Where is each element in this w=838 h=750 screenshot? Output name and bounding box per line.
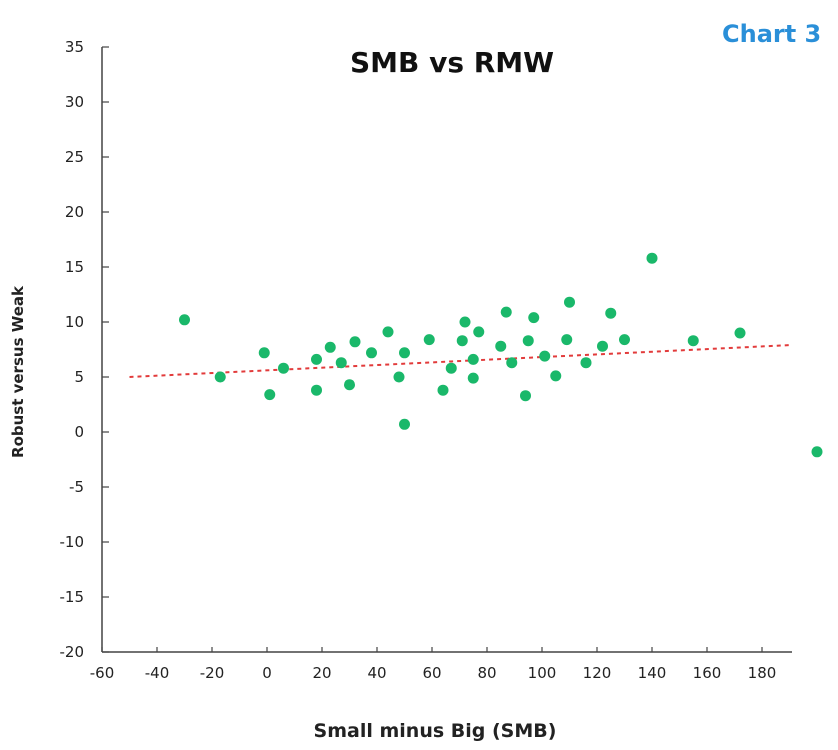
x-tick-label: 140 <box>638 664 667 682</box>
data-point <box>459 316 471 328</box>
y-tick-label: 30 <box>65 93 84 111</box>
data-point <box>393 371 405 383</box>
data-point <box>597 340 608 352</box>
data-point <box>619 334 630 346</box>
data-point <box>456 335 468 347</box>
x-tick-label: 180 <box>748 664 777 682</box>
x-tick-label: 20 <box>312 664 331 682</box>
data-point <box>467 353 479 365</box>
data-point <box>811 446 823 458</box>
y-tick-label: -10 <box>60 533 85 551</box>
y-tick-label: -20 <box>60 643 85 661</box>
y-tick-label: 5 <box>74 368 84 386</box>
y-tick-label: 10 <box>65 313 84 331</box>
x-tick-label: 0 <box>262 664 272 682</box>
data-point <box>264 389 276 401</box>
axes: -20 -15 -10 -5 0 5 10 15 20 25 30 35 -60 -40 -20 0 20 40 6… <box>60 38 792 682</box>
data-point <box>437 384 449 396</box>
data-point <box>258 347 270 359</box>
x-tick-label: 120 <box>583 664 612 682</box>
data-point <box>324 341 336 353</box>
data-point <box>311 353 322 365</box>
data-point <box>646 252 658 264</box>
y-tick-label: 35 <box>65 38 84 56</box>
data-point <box>495 340 507 352</box>
data-point <box>520 390 531 402</box>
data-point <box>423 334 435 346</box>
y-tick-label: 0 <box>74 423 84 441</box>
y-tick-label: -15 <box>60 588 85 606</box>
x-tick-label: 80 <box>477 664 496 682</box>
chart-badge: Chart 3 <box>722 20 821 48</box>
data-point <box>382 326 394 338</box>
data-point <box>214 371 226 383</box>
x-tick-label: -20 <box>200 664 225 682</box>
data-point <box>528 312 540 324</box>
x-tick-label: -40 <box>145 664 170 682</box>
data-point <box>344 379 355 391</box>
x-tick-label: 160 <box>693 664 722 682</box>
data-point <box>335 357 347 369</box>
data-point <box>561 334 573 346</box>
data-point <box>580 357 592 369</box>
points-layer <box>179 252 823 458</box>
data-point <box>366 347 377 359</box>
data-point <box>550 370 562 382</box>
data-point <box>687 335 699 347</box>
data-point <box>522 335 534 347</box>
data-point <box>349 336 361 348</box>
data-point <box>445 362 457 374</box>
x-tick-label: 60 <box>422 664 441 682</box>
y-tick-label: 20 <box>65 203 84 221</box>
data-point <box>605 307 617 319</box>
trendline <box>129 344 790 378</box>
data-point <box>278 362 289 374</box>
data-point <box>399 347 410 359</box>
data-point <box>467 372 479 384</box>
data-point <box>500 306 512 318</box>
data-point <box>473 326 485 338</box>
data-point <box>311 384 322 396</box>
data-point <box>399 418 410 430</box>
y-tick-label: 25 <box>65 148 84 166</box>
x-tick-label: 40 <box>367 664 386 682</box>
y-tick-label: 15 <box>65 258 84 276</box>
x-tick-label: -60 <box>90 664 115 682</box>
data-point <box>539 350 551 362</box>
y-tick-label: -5 <box>69 478 84 496</box>
data-point <box>564 296 575 308</box>
trendline-layer <box>129 344 790 378</box>
data-point <box>179 314 190 326</box>
x-tick-label: 100 <box>528 664 557 682</box>
chart-title: SMB vs RMW <box>350 46 554 79</box>
data-point <box>734 327 746 339</box>
x-axis-title: Small minus Big (SMB) <box>314 720 557 742</box>
y-axis-title: Robust versus Weak <box>9 285 27 458</box>
data-point <box>506 357 518 369</box>
